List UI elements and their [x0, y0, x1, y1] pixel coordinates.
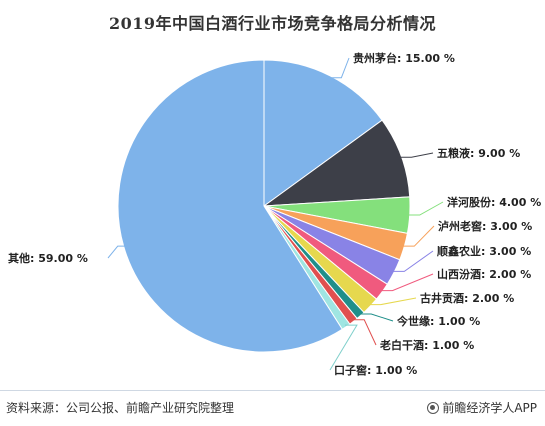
brand-logo-icon: [427, 401, 440, 414]
data-label-0: 贵州茅台: 15.00 %: [353, 51, 455, 65]
leader-line-3: [402, 225, 435, 247]
data-label-2: 洋河股份: 4.00 %: [447, 195, 541, 209]
leader-lines: [107, 57, 444, 371]
leader-line-6: [368, 297, 417, 306]
leader-line-5: [380, 273, 434, 292]
leader-line-0: [329, 57, 350, 79]
brand-name: 前瞻经济学人APP: [442, 401, 537, 415]
data-labels: 贵州茅台: 15.00 % 五粮液: 9.00 % 洋河股份: 4.00 % 泸州老窖…: [8, 51, 541, 377]
pie-chart: 贵州茅台: 15.00 % 五粮液: 9.00 % 洋河股份: 4.00 % 泸州老窖…: [8, 51, 541, 377]
data-label-9: 口子窖: 1.00 %: [334, 363, 417, 377]
chart-title: 2019年中国白酒行业市场竞争格局分析情况: [108, 14, 437, 33]
footer: 资料来源：公司公报、前瞻产业研究院整理 前瞻经济学人APP: [0, 390, 545, 426]
slice-1: [262, 119, 411, 207]
source-note: 资料来源：公司公报、前瞻产业研究院整理: [6, 401, 235, 415]
data-label-5: 山西汾酒: 2.00 %: [437, 267, 531, 281]
leader-line-10: [107, 245, 126, 259]
leader-line-4: [392, 250, 434, 272]
brand-credit: 前瞻经济学人APP: [427, 399, 537, 416]
leader-line-8: [352, 319, 377, 346]
leader-line-9: [329, 324, 358, 371]
data-label-6: 古井贡酒: 2.00 %: [420, 291, 514, 305]
data-label-1: 五粮液: 9.00 %: [437, 146, 520, 160]
data-label-10: 其他: 59.00 %: [8, 251, 88, 265]
data-label-3: 泸州老窖: 3.00 %: [438, 219, 532, 233]
data-label-7: 今世缘: 1.00 %: [396, 314, 480, 328]
data-label-8: 老白干酒: 1.00 %: [379, 338, 474, 352]
pie-slices: [117, 59, 411, 353]
leader-line-7: [359, 313, 394, 322]
leader-line-1: [399, 152, 434, 158]
data-label-4: 顺鑫农业: 3.00 %: [437, 244, 531, 258]
leader-line-2: [407, 201, 444, 216]
slice-10: [117, 59, 343, 353]
slice-0: [263, 59, 383, 207]
